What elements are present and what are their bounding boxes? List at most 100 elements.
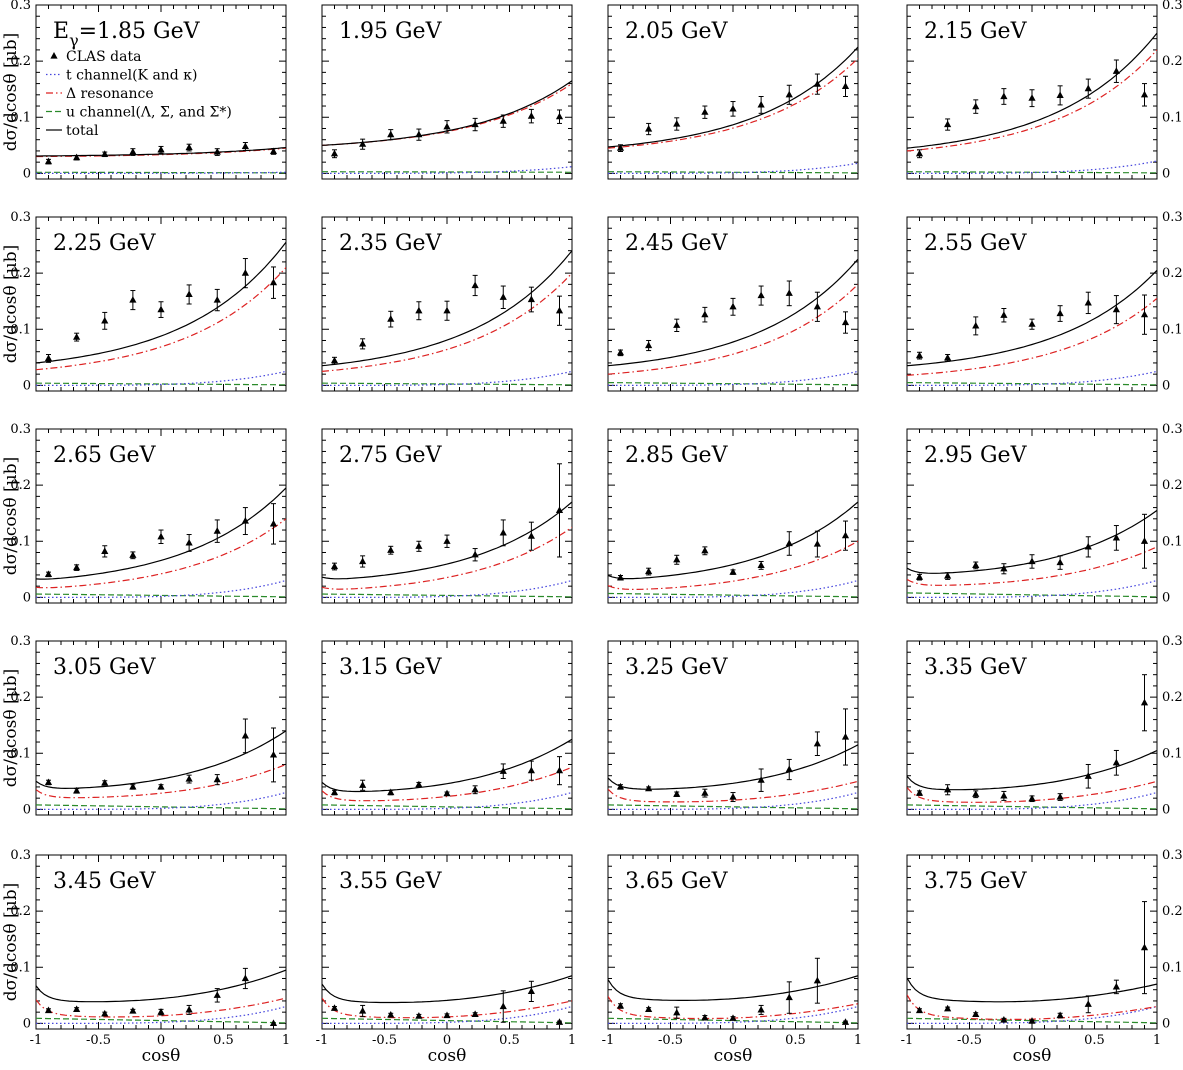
energy-label: 3.15 GeV [339,655,443,680]
curve-u-channel [907,171,1157,174]
data-point [915,789,924,796]
data-point [387,130,395,138]
curve-delta [608,57,858,149]
curve-t-channel [907,791,1157,810]
curve-total [907,32,1157,149]
data-point [44,157,53,165]
data-point [673,1008,681,1016]
legend-label-delta: Δ resonance [66,86,154,102]
data-point [499,293,507,300]
data-point [729,1014,737,1021]
data-point [1028,94,1036,101]
curve-total [322,501,572,580]
data-point [729,568,737,575]
energy-label: 2.85 GeV [625,443,729,468]
y-tick-label: 0.2 [10,266,31,281]
data-point [527,295,535,303]
curve-u-channel [322,593,572,598]
data-point [729,302,737,310]
curve-delta [322,766,572,802]
panel-plot-area [907,509,1157,598]
curve-delta [322,272,572,372]
panel-plot-area [608,501,858,598]
data-point [73,333,81,340]
y-tick-label: 0 [23,590,31,605]
x-tick-label: -0.5 [957,1033,982,1048]
data-point [359,1007,367,1014]
energy-label: 3.05 GeV [53,655,157,680]
energy-label: 3.25 GeV [625,655,729,680]
x-tick-label: -0.5 [658,1033,683,1048]
data-point [269,1019,278,1026]
curve-t-channel [36,171,286,174]
legend-label-data: CLAS data [66,49,141,65]
y-tick-label-right: 0.3 [1162,634,1183,649]
curve-u-channel [907,592,1157,598]
curve-t-channel [322,370,572,386]
panel-plot-area [322,463,572,598]
x-tick-label: -1 [30,1033,43,1048]
data-point [645,125,653,132]
y-tick-label: 0.2 [10,690,31,705]
data-point [757,1005,765,1013]
curve-u-channel [322,382,572,386]
curve-u-channel [907,382,1157,386]
y-tick-label-right: 0.3 [1162,0,1183,13]
data-point [241,517,249,524]
data-point [359,781,367,788]
panel-9: 0 0.1 0.2 0.3 dσ/dcosθ [μb] 2.65 GeV [1,422,287,605]
y-tick-label: 0 [23,378,31,393]
data-point [415,130,423,138]
panel-plot-area [608,46,858,174]
y-tick-label: 0.1 [10,322,31,337]
data-point [185,775,193,782]
curve-t-channel [608,579,858,598]
data-point [645,567,653,575]
y-tick-label: 0.3 [10,0,31,13]
data-point [701,546,709,554]
data-point [269,519,278,527]
curve-total [907,977,1157,1003]
y-tick-label-right: 0 [1162,166,1170,181]
y-axis-title: dσ/dcosθ [μb] [1,245,21,363]
energy-label: 3.55 GeV [339,869,443,894]
legend-label-t-channel: t channel(K and κ) [66,68,197,84]
y-tick-label-right: 0 [1162,1016,1170,1031]
x-tick-label: 0 [729,1033,737,1048]
data-point [1140,90,1149,98]
data-point [471,1010,479,1018]
x-tick-label: 1 [1153,1033,1161,1048]
data-point [729,793,737,800]
data-point [1084,772,1092,779]
y-tick-label-right: 0.2 [1162,266,1183,281]
panel-plot-area [36,142,286,174]
panel-20: 0 0.1 0.2 0.3 -1 -0.5 0 0.5 1 cosθ 3.75 GeV [901,848,1183,1066]
data-point [157,1008,165,1015]
y-tick-label: 0.2 [10,478,31,493]
curve-delta [608,283,858,375]
curve-total [36,730,286,790]
data-point [499,1002,507,1010]
curve-t-channel [322,579,572,598]
data-point [673,790,681,797]
panel-plot-area [608,957,858,1025]
data-point [330,1004,339,1011]
x-tick-label: 1 [568,1033,576,1048]
x-tick-label: 1 [854,1033,862,1048]
data-point [841,318,850,326]
y-tick-label: 0.1 [10,110,31,125]
data-point [616,782,625,790]
data-point [1028,320,1036,327]
curve-delta [36,997,286,1018]
data-point [944,1004,952,1012]
y-tick-label: 0 [23,802,31,817]
y-tick-label-right: 0 [1162,590,1170,605]
data-point [645,341,653,349]
curve-t-channel [322,791,572,810]
panel-plot-area [322,975,572,1025]
data-point [387,1010,395,1018]
panel-plot-area [322,250,572,386]
data-point [471,120,479,128]
curve-delta [907,780,1157,803]
data-point [129,296,137,303]
